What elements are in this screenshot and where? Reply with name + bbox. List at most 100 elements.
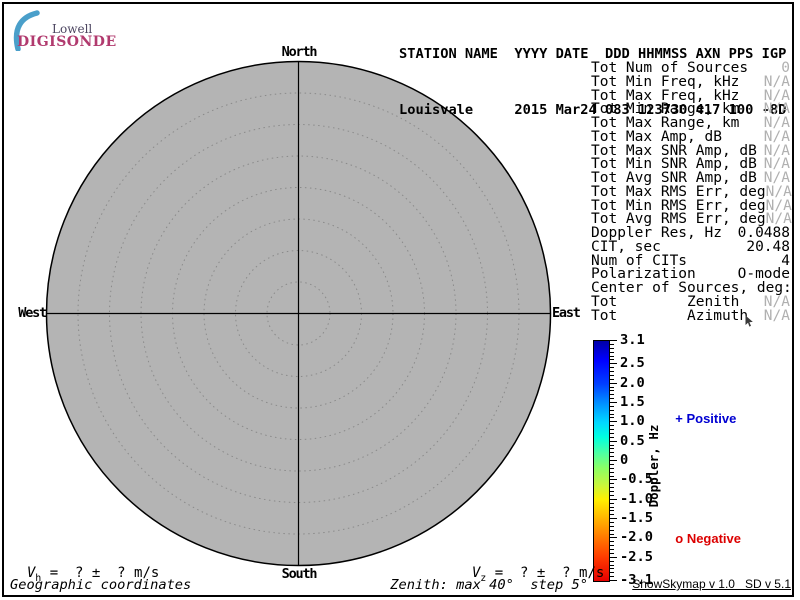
vh-value: = ? ± ? m/s bbox=[41, 565, 160, 581]
colorbar-minor-tick bbox=[610, 425, 614, 427]
colorbar-major-tick bbox=[610, 363, 617, 365]
colorbar-minor-tick bbox=[610, 367, 614, 369]
colorbar-minor-tick bbox=[610, 491, 614, 492]
colorbar-minor-tick bbox=[610, 560, 614, 562]
panel-row-label: Tot Max Range, km bbox=[591, 115, 740, 132]
vh-readout: Vh = ? ± ? m/s bbox=[10, 549, 159, 584]
colorbar-minor-tick bbox=[610, 448, 614, 450]
panel-row-label: Tot Max Amp, dB bbox=[591, 128, 722, 145]
panel-row: Tot Zenith N/A bbox=[591, 294, 790, 311]
panel-row-label: Tot Max Freq, kHz bbox=[591, 87, 740, 104]
colorbar-minor-tick bbox=[610, 514, 614, 516]
panel-row-value: N/A bbox=[763, 73, 790, 90]
panel-row-value: N/A bbox=[763, 128, 790, 145]
panel-row-value: N/A bbox=[763, 170, 790, 187]
colorbar-minor-tick bbox=[610, 552, 614, 554]
colorbar-ticks: 3.1 2.5 2.0 1.5 1.0 0.5 0 -0.5 -1.0 -1.5 -2.0 -2.5 -… bbox=[610, 332, 670, 588]
panel-row-value: N/A bbox=[765, 197, 792, 214]
colorbar-tick-label: -2.0 bbox=[620, 529, 653, 546]
colorbar-minor-tick bbox=[610, 521, 614, 523]
colorbar-minor-tick bbox=[610, 463, 614, 465]
colorbar-minor-tick bbox=[610, 471, 614, 473]
colorbar-tick-label: -1.0 bbox=[620, 490, 653, 507]
panel-row-value: O-mode bbox=[737, 266, 790, 283]
colorbar-major-tick bbox=[610, 556, 617, 558]
colorbar-minor-tick bbox=[610, 541, 614, 543]
panel-row-label: Tot Min Range, km bbox=[591, 101, 740, 118]
colorbar-tick-label: 0.5 bbox=[620, 432, 645, 449]
colorbar-minor-tick bbox=[610, 572, 614, 574]
panel-row-label: Num of CITs bbox=[591, 252, 688, 269]
colorbar-tick-label: -1.5 bbox=[620, 510, 653, 527]
colorbar-major-tick bbox=[610, 382, 617, 384]
colorbar-minor-tick bbox=[610, 456, 614, 458]
lowell-digisonde-logo: Lowell DIGISONDE bbox=[8, 7, 138, 51]
colorbar-minor-tick bbox=[610, 576, 614, 578]
panel-row: Tot Max Range, km N/A bbox=[591, 115, 790, 132]
panel-row-label: Doppler Res, Hz bbox=[591, 225, 722, 242]
colorbar-minor-tick bbox=[610, 378, 614, 380]
panel-row: Tot Min RMS Err, deg N/A bbox=[591, 197, 792, 214]
colorbar-major-tick bbox=[610, 479, 617, 481]
panel-row-label: Tot Min SNR Amp, dB bbox=[591, 156, 757, 173]
colorbar-minor-tick bbox=[610, 405, 614, 407]
colorbar-minor-tick bbox=[610, 432, 614, 434]
panel-row: Tot Max Amp, dB N/A bbox=[591, 128, 790, 145]
coordinates-note: Geographic coordinates bbox=[10, 577, 192, 593]
panel-row-label: Tot Min RMS Err, deg bbox=[591, 197, 766, 214]
colorbar-tick-label: 2.5 bbox=[620, 355, 645, 372]
panel-row: Num of CITs 4 bbox=[591, 252, 790, 269]
panel-row-label: Tot Max RMS Err, deg bbox=[591, 183, 766, 200]
colorbar-minor-tick bbox=[610, 452, 614, 454]
doppler-colorbar bbox=[593, 340, 610, 582]
panel-row-value: N/A bbox=[763, 101, 790, 118]
colorbar-major-tick bbox=[610, 518, 617, 520]
colorbar-minor-tick bbox=[610, 564, 614, 566]
east-label: East bbox=[552, 305, 581, 321]
colorbar-minor-tick bbox=[610, 483, 614, 485]
panel-row-label: Tot Min Freq, kHz bbox=[591, 73, 740, 90]
header-columns-line: STATION NAME YYYY DATE DDD HHMMSS AXN PP… bbox=[399, 46, 787, 62]
panel-row: Tot Azimuth N/A bbox=[591, 309, 790, 324]
colorbar-minor-tick bbox=[610, 502, 614, 504]
plus-icon: + bbox=[675, 411, 683, 426]
panel-row-label: Tot Zenith bbox=[591, 294, 740, 311]
panel-row: Tot Max RMS Err, deg N/A bbox=[591, 183, 792, 200]
colorbar-minor-tick bbox=[610, 413, 614, 415]
panel-row-value: N/A bbox=[763, 115, 790, 132]
panel-row: Tot Max Freq, kHz N/A bbox=[591, 87, 790, 104]
panel-row-label: Polarization bbox=[591, 266, 696, 283]
panel-row-value: 20.48 bbox=[746, 238, 790, 255]
panel-row: Tot Avg RMS Err, deg N/A bbox=[591, 211, 792, 228]
panel-row: Tot Min Freq, kHz N/A bbox=[591, 73, 790, 90]
colorbar-minor-tick bbox=[610, 494, 614, 496]
colorbar-minor-tick bbox=[610, 525, 614, 527]
colorbar-minor-tick bbox=[610, 467, 614, 469]
colorbar-major-tick bbox=[610, 401, 617, 403]
panel-row-value: 0 bbox=[781, 60, 790, 76]
south-label: South bbox=[281, 566, 318, 582]
panel-row: Tot Avg SNR Amp, dB N/A bbox=[591, 170, 790, 187]
colorbar-minor-tick bbox=[610, 394, 614, 396]
panel-row: Tot Min SNR Amp, dB N/A bbox=[591, 156, 790, 173]
panel-row-value: N/A bbox=[763, 142, 790, 159]
logo-arc-icon bbox=[13, 10, 40, 51]
panel-row-label: Tot Avg SNR Amp, dB bbox=[591, 170, 757, 187]
colorbar-tick-label: 3.1 bbox=[620, 332, 645, 348]
panel-row: Tot Num of Sources 0 bbox=[591, 60, 790, 76]
panel-row: CIT, sec 20.48 bbox=[591, 238, 790, 255]
colorbar-minor-tick bbox=[610, 398, 614, 400]
colorbar-major-tick bbox=[610, 340, 617, 341]
vh-subscript: h bbox=[35, 572, 42, 584]
panel-row-label: Tot Avg RMS Err, deg bbox=[591, 211, 766, 228]
colorbar-minor-tick bbox=[610, 390, 614, 392]
colorbar-minor-tick bbox=[610, 506, 614, 508]
colorbar-minor-tick bbox=[610, 371, 614, 372]
panel-row-label: CIT, sec bbox=[591, 238, 661, 255]
colorbar-minor-tick bbox=[610, 374, 614, 376]
panel-row: Doppler Res, Hz 0.0488 bbox=[591, 225, 790, 242]
legend-negative-text: Negative bbox=[686, 531, 742, 546]
colorbar-major-tick bbox=[610, 537, 617, 539]
colorbar-minor-tick bbox=[610, 475, 614, 477]
